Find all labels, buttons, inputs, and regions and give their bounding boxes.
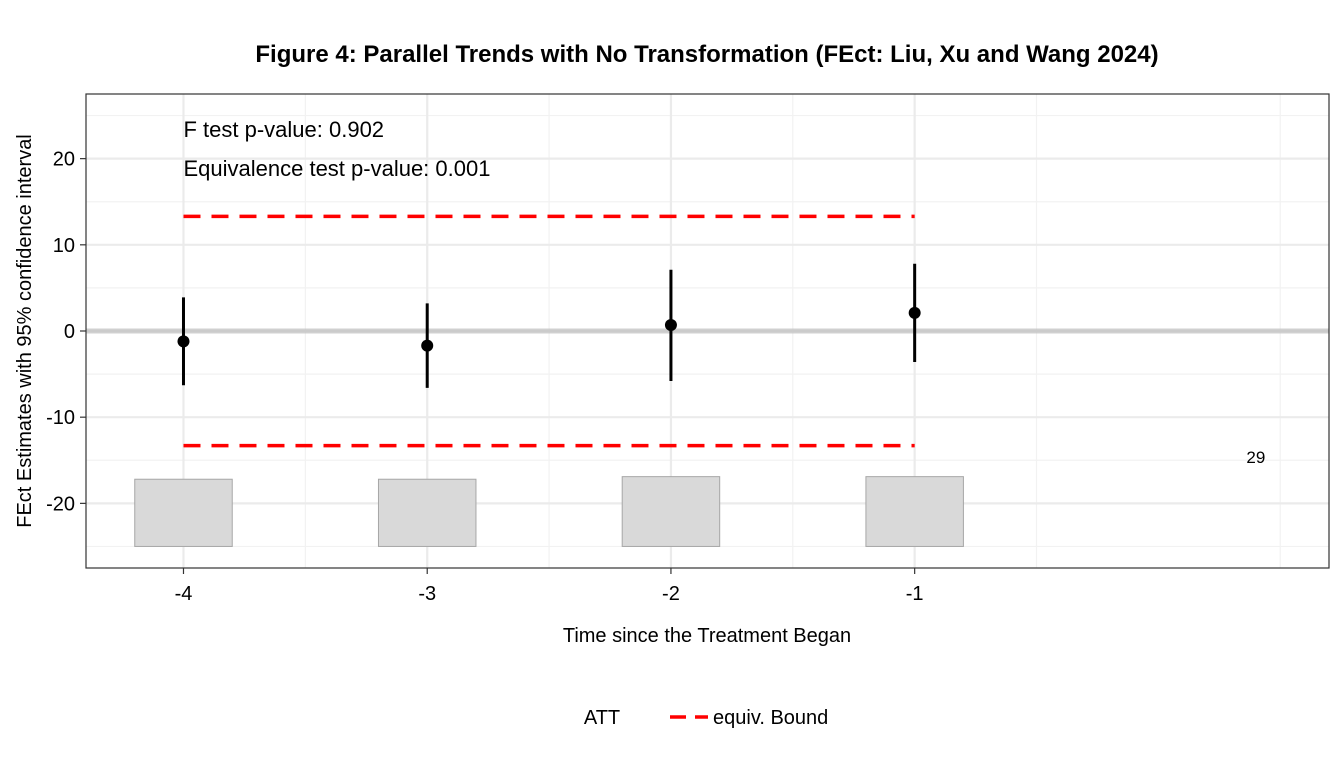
estimate-point bbox=[177, 335, 190, 348]
legend: ATT equiv. Bound bbox=[584, 707, 828, 729]
y-tick-label: -10 bbox=[46, 407, 75, 429]
count-bar bbox=[134, 478, 233, 547]
chart-title: Figure 4: Parallel Trends with No Transf… bbox=[255, 41, 1158, 68]
plot-panel: 29 F test p-value: 0.902 Equivalence test … bbox=[85, 93, 1330, 569]
legend-label-equiv-bound: equiv. Bound bbox=[713, 707, 828, 729]
estimate-point bbox=[664, 318, 677, 331]
count-bar bbox=[621, 476, 721, 547]
legend-label-att: ATT bbox=[584, 707, 620, 729]
x-tick-label: -1 bbox=[906, 583, 924, 605]
x-tick-label: -4 bbox=[175, 583, 193, 605]
annotation-text: F test p-value: 0.902 bbox=[183, 117, 384, 142]
estimate-point bbox=[908, 306, 921, 319]
count-max-label: 29 bbox=[1246, 448, 1265, 467]
count-bar bbox=[377, 478, 477, 547]
y-tick-label: -20 bbox=[46, 493, 75, 515]
y-axis-title: FEct Estimates with 95% confidence inter… bbox=[14, 134, 36, 528]
x-tick-label: -3 bbox=[418, 583, 436, 605]
y-tick-label: 0 bbox=[64, 321, 75, 343]
x-tick-label: -2 bbox=[662, 583, 680, 605]
estimate-point bbox=[421, 339, 434, 352]
x-axis-title: Time since the Treatment Began bbox=[563, 625, 851, 647]
y-tick-label: 20 bbox=[53, 149, 75, 171]
count-bar bbox=[865, 476, 964, 547]
y-tick-label: 10 bbox=[53, 235, 75, 257]
annotation-text: Equivalence test p-value: 0.001 bbox=[183, 156, 490, 181]
